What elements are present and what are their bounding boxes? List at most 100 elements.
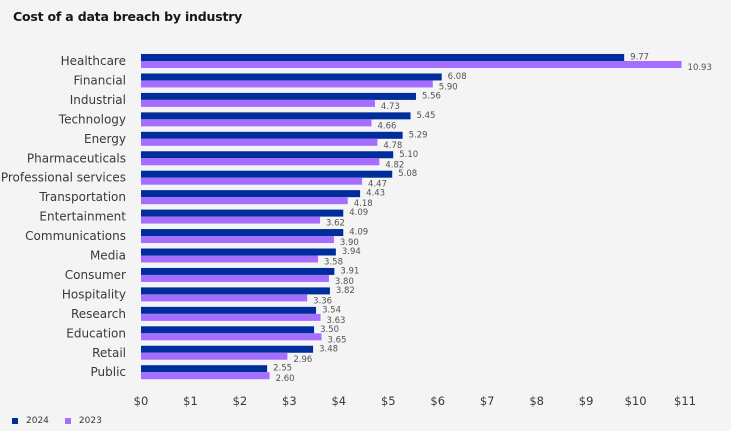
bar-2024-healthcare[interactable] [141, 54, 625, 61]
category-label: Industrial [70, 93, 126, 107]
bar-2024-hospitality[interactable] [141, 287, 330, 295]
bar-2024-media[interactable] [141, 248, 336, 256]
value-label-2023: 2.60 [276, 374, 295, 384]
category-label: Professional services [1, 171, 126, 185]
value-label-2023: 4.66 [377, 121, 396, 131]
x-tick-label: $11 [674, 394, 696, 408]
bar-2023-healthcare[interactable] [141, 61, 682, 68]
value-label-2023: 5.90 [439, 82, 458, 92]
x-tick-label: $9 [579, 394, 594, 408]
bar-2024-communications[interactable] [141, 229, 344, 237]
category-label: Healthcare [61, 54, 126, 68]
x-tick-label: $2 [233, 394, 248, 408]
value-label-2024: 9.77 [630, 53, 649, 63]
value-label-2024: 5.29 [409, 130, 428, 140]
bar-2024-professional-services[interactable] [141, 170, 393, 178]
category-label: Communications [25, 229, 126, 243]
value-label-2023: 3.62 [326, 219, 345, 229]
value-label-2024: 3.94 [342, 247, 361, 257]
value-label-2023: 4.18 [354, 199, 373, 209]
legend: 2024 2023 [12, 416, 118, 426]
bar-2024-public[interactable] [141, 365, 268, 373]
x-tick-label: $0 [134, 394, 149, 408]
bar-2024-energy[interactable] [141, 131, 403, 139]
bar-2023-financial[interactable] [141, 80, 433, 88]
category-label: Education [66, 326, 126, 340]
x-tick-label: $4 [331, 394, 346, 408]
category-labels: Healthcare Financial Industrial Technology E… [1, 54, 126, 379]
value-label-2023: 3.65 [328, 335, 347, 345]
value-label-2023: 3.36 [313, 296, 332, 306]
bar-2023-media[interactable] [141, 255, 319, 263]
category-label: Pharmaceuticals [27, 151, 126, 165]
x-tick-label: $7 [480, 394, 495, 408]
bar-2023-pharmaceuticals[interactable] [141, 158, 380, 166]
value-label-2023: 4.78 [383, 141, 402, 151]
category-label: Technology [58, 112, 126, 126]
bar-2023-research[interactable] [141, 313, 321, 321]
legend-label-2023: 2023 [78, 416, 102, 426]
bar-2024-technology[interactable] [141, 112, 411, 120]
value-label-2024: 3.48 [319, 344, 338, 354]
category-label: Media [90, 249, 126, 263]
bar-2024-consumer[interactable] [141, 267, 335, 275]
legend-item-2024[interactable]: 2024 [12, 416, 49, 426]
bar-2024-entertainment[interactable] [141, 209, 344, 217]
x-tick-label: $1 [183, 394, 198, 408]
value-label-2024: 6.08 [448, 72, 467, 82]
bar-2024-financial[interactable] [141, 73, 442, 81]
bar-2023-entertainment[interactable] [141, 216, 321, 224]
value-label-2023: 3.80 [335, 277, 354, 287]
bar-2024-education[interactable] [141, 326, 315, 334]
value-labels: 9.77 10.93 6.085.905.56 4.73 5.45 4.66 5.29 4.7… [273, 53, 712, 385]
x-tick-label: $5 [381, 394, 396, 408]
category-label: Financial [73, 73, 126, 87]
value-label-2024: 5.45 [417, 111, 436, 121]
bar-2023-retail[interactable] [141, 352, 288, 360]
value-label-2023: 3.90 [340, 238, 359, 248]
value-label-2024: 4.09 [349, 228, 368, 238]
bar-2024-research[interactable] [141, 306, 317, 314]
category-label: Transportation [38, 190, 126, 204]
bar-2024-pharmaceuticals[interactable] [141, 151, 394, 159]
value-label-2023: 4.47 [368, 180, 387, 190]
value-label-2024: 3.50 [320, 325, 339, 335]
bar-2023-public[interactable] [141, 372, 270, 380]
category-label: Entertainment [39, 210, 126, 224]
legend-item-2023[interactable]: 2023 [64, 416, 102, 426]
bar-2024-industrial[interactable] [141, 92, 416, 100]
legend-swatch-2024 [12, 418, 18, 424]
category-label: Retail [92, 346, 126, 360]
bar-2023-consumer[interactable] [141, 274, 329, 282]
bar-2023-technology[interactable] [141, 119, 372, 127]
chart-title: Cost of a data breach by industry [13, 9, 243, 24]
bar-2023-communications[interactable] [141, 236, 334, 244]
category-label: Research [71, 307, 126, 321]
value-label-2024: 3.54 [322, 305, 341, 315]
bar-2024-transportation[interactable] [141, 190, 361, 198]
value-label-2024: 5.10 [399, 150, 418, 160]
bar-2023-education[interactable] [141, 333, 322, 341]
bar-2023-transportation[interactable] [141, 197, 348, 205]
value-label-2024: 5.56 [422, 91, 441, 101]
bar-2023-hospitality[interactable] [141, 294, 308, 302]
bar-2023-energy[interactable] [141, 138, 378, 146]
value-label-2023: 4.82 [385, 160, 404, 170]
value-label-2023: 3.63 [327, 316, 346, 326]
bars [141, 54, 682, 380]
x-tick-label: $8 [529, 394, 544, 408]
x-tick-label: $3 [282, 394, 297, 408]
value-label-2023: 4.73 [381, 102, 400, 112]
value-label-2024: 3.91 [340, 266, 359, 276]
x-tick-label: $6 [430, 394, 445, 408]
category-label: Energy [84, 132, 126, 146]
legend-label-2024: 2024 [26, 416, 49, 426]
value-label-2024: 5.08 [398, 169, 417, 179]
category-label: Hospitality [62, 287, 126, 301]
bar-2023-professional-services[interactable] [141, 177, 363, 185]
bar-2024-retail[interactable] [141, 345, 314, 353]
category-label: Public [90, 365, 126, 379]
value-label-2024: 2.55 [273, 364, 292, 374]
bar-2023-industrial[interactable] [141, 99, 375, 107]
